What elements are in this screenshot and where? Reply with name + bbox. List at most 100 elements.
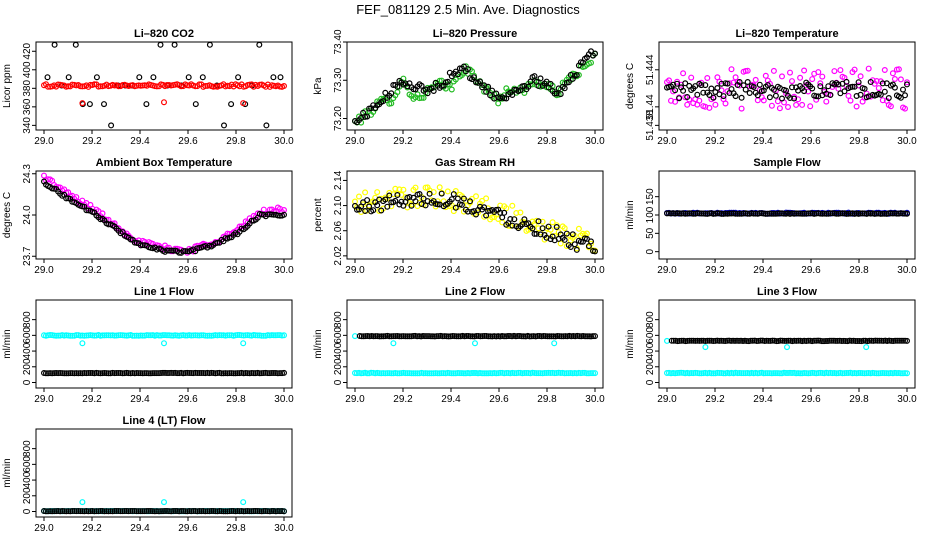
data-point: [899, 337, 906, 344]
data-point: [460, 63, 467, 70]
data-point: [589, 370, 596, 377]
data-point: [186, 370, 193, 377]
x-tick-label: 29.0: [345, 136, 365, 147]
data-point: [518, 333, 525, 340]
data-point: [125, 508, 132, 515]
data-point: [891, 75, 898, 82]
data-point: [698, 82, 705, 89]
data-point: [91, 332, 98, 339]
data-point: [71, 370, 78, 377]
panel-line1: Line 1 Flow 29.0 29.2 29.4 29.6 29.8 30.0 0 2004…: [2, 286, 294, 405]
data-point: [91, 508, 98, 515]
data-point: [113, 508, 120, 515]
data-point: [710, 338, 717, 345]
data-point: [162, 508, 169, 515]
data-point: [565, 370, 572, 377]
data-point: [702, 82, 709, 89]
data-point: [523, 370, 530, 377]
y-tick-label: 400: [22, 61, 33, 78]
data-point: [150, 74, 157, 81]
x-tick-label: 30.0: [274, 136, 294, 147]
data-point: [172, 508, 179, 515]
data-point: [160, 508, 167, 515]
data-point: [539, 218, 546, 225]
y-tick-label: 200: [22, 358, 33, 375]
data-point: [554, 333, 561, 340]
y-tick-label: 400: [22, 471, 33, 488]
data-point: [394, 83, 401, 90]
data-point: [221, 122, 228, 129]
data-point: [591, 248, 598, 255]
panel-title: Line 4 (LT) Flow: [123, 415, 206, 427]
data-point: [103, 370, 110, 377]
data-point: [740, 210, 747, 217]
data-point: [386, 370, 393, 377]
data-point: [540, 333, 547, 340]
series-black: [663, 210, 910, 217]
data-point: [105, 332, 112, 339]
data-point: [47, 508, 54, 515]
y-tick-label: 2.14: [333, 170, 344, 190]
data-point: [857, 91, 864, 98]
x-tick-label: 29.6: [801, 136, 821, 147]
data-point: [364, 370, 371, 377]
data-point: [266, 370, 273, 377]
data-point: [511, 370, 518, 377]
data-point: [87, 370, 94, 377]
data-point: [404, 333, 411, 340]
data-point: [222, 508, 229, 515]
data-point: [843, 78, 850, 85]
data-point: [412, 198, 419, 205]
data-point: [485, 333, 492, 340]
data-point: [587, 370, 594, 377]
data-point: [893, 210, 900, 217]
data-point: [833, 210, 840, 217]
data-point: [182, 508, 189, 515]
data-point: [105, 370, 112, 377]
data-point: [194, 332, 201, 339]
y-axis-label: kPa: [313, 77, 324, 95]
data-point: [111, 508, 118, 515]
x-tick-label: 29.6: [801, 265, 821, 276]
data-point: [77, 332, 84, 339]
data-point: [843, 370, 850, 377]
data-point: [420, 370, 427, 377]
data-point: [264, 211, 271, 218]
y-tick-label: 100: [645, 206, 656, 223]
data-point: [141, 370, 148, 377]
data-point: [204, 332, 211, 339]
data-point: [877, 370, 884, 377]
data-point: [797, 74, 804, 81]
data-point: [390, 340, 397, 347]
data-point: [65, 508, 72, 515]
data-point: [83, 207, 90, 214]
data-point: [49, 370, 56, 377]
data-point: [95, 370, 102, 377]
data-point: [481, 370, 488, 377]
data-point: [579, 369, 586, 376]
data-point: [738, 105, 745, 112]
data-point: [452, 204, 459, 211]
data-point: [448, 196, 455, 203]
data-point: [277, 370, 284, 377]
data-point: [682, 210, 689, 217]
data-point: [526, 333, 533, 340]
y-axis-label: ml/min: [625, 200, 636, 229]
data-point: [406, 194, 413, 201]
data-point: [519, 221, 526, 228]
data-point: [793, 370, 800, 377]
data-point: [436, 184, 443, 191]
data-point: [877, 91, 884, 98]
data-point: [440, 370, 447, 377]
data-point: [212, 508, 219, 515]
data-point: [838, 338, 845, 345]
data-point: [557, 91, 564, 98]
data-point: [270, 370, 277, 377]
data-point: [706, 91, 713, 98]
data-point: [706, 104, 713, 111]
data-point: [897, 94, 904, 101]
data-point: [400, 186, 407, 193]
data-point: [467, 198, 474, 205]
data-point: [390, 333, 397, 340]
data-point: [396, 370, 403, 377]
